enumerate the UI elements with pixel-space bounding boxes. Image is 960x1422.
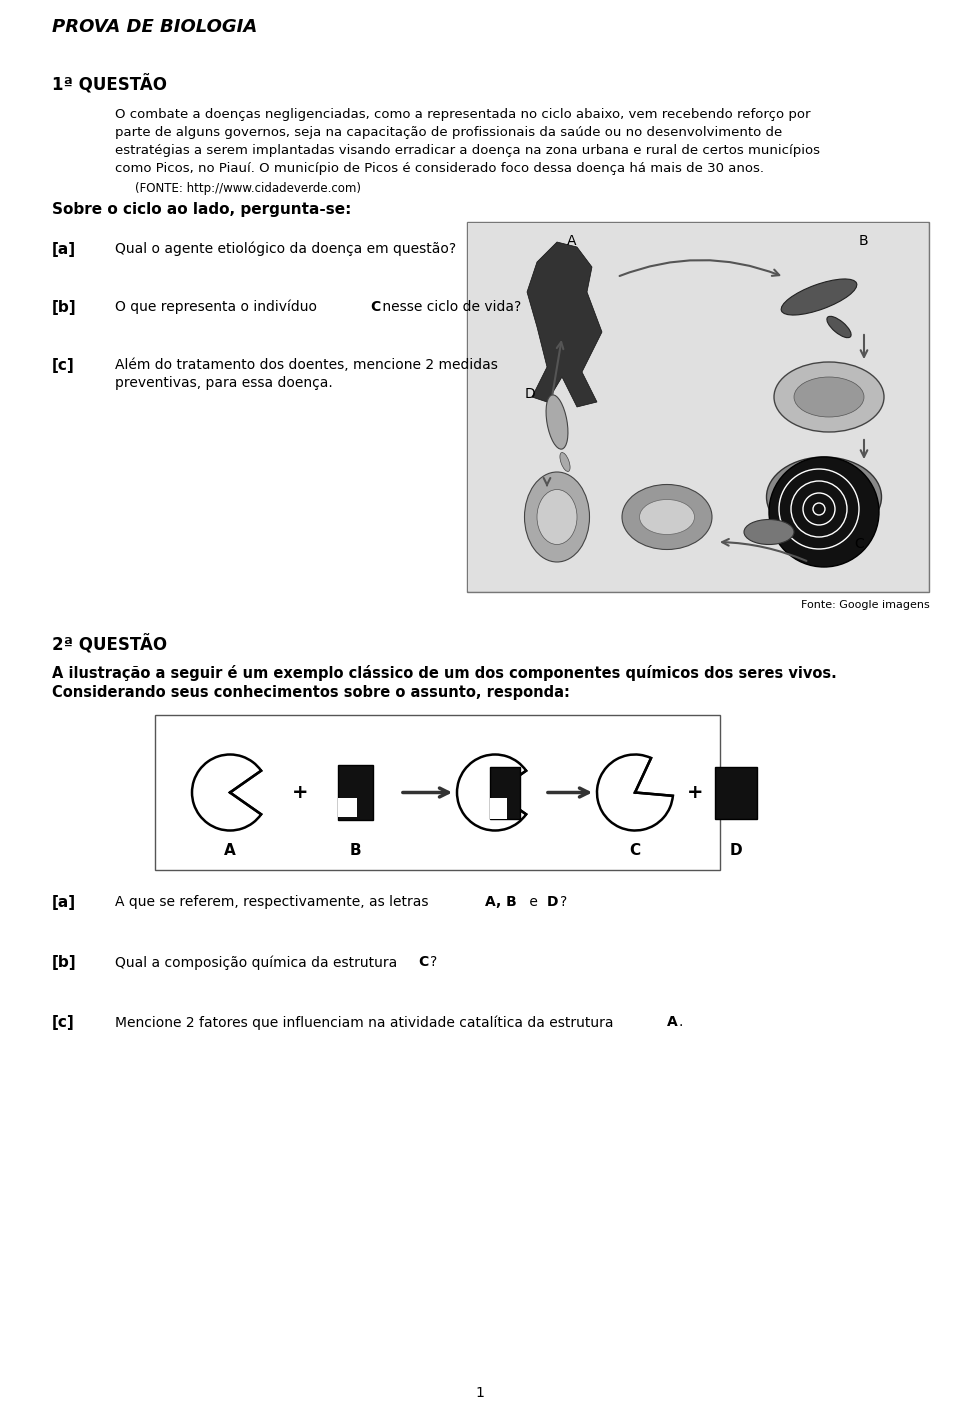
Bar	[490, 798, 507, 819]
Text: [b]: [b]	[52, 956, 77, 970]
Text: 2ª QUESTÃO: 2ª QUESTÃO	[52, 636, 167, 654]
Text: C: C	[630, 843, 640, 857]
Text: +: +	[292, 784, 308, 802]
Ellipse shape	[744, 519, 794, 545]
Text: estratégias a serem implantadas visando erradicar a doença na zona urbana e rura: estratégias a serem implantadas visando …	[115, 144, 820, 156]
Ellipse shape	[827, 316, 852, 337]
Bar	[468, 223, 928, 592]
Text: C: C	[370, 300, 380, 314]
Text: Considerando seus conhecimentos sobre o assunto, responda:: Considerando seus conhecimentos sobre o …	[52, 685, 570, 700]
Text: D: D	[547, 894, 559, 909]
Text: D: D	[525, 387, 536, 401]
Text: A: A	[667, 1015, 678, 1030]
Text: nesse ciclo de vida?: nesse ciclo de vida?	[378, 300, 521, 314]
Text: Sobre o ciclo ao lado, pergunta-se:: Sobre o ciclo ao lado, pergunta-se:	[52, 202, 351, 218]
Text: [c]: [c]	[52, 358, 75, 373]
Text: +: +	[686, 784, 704, 802]
Text: Fonte: Google imagens: Fonte: Google imagens	[802, 600, 930, 610]
Text: Mencione 2 fatores que influenciam na atividade catalítica da estrutura: Mencione 2 fatores que influenciam na at…	[115, 1015, 618, 1030]
Text: 1: 1	[475, 1386, 485, 1401]
Text: O combate a doenças negligenciadas, como a representada no ciclo abaixo, vem rec: O combate a doenças negligenciadas, como…	[115, 108, 810, 121]
Bar	[715, 766, 757, 819]
Text: preventivas, para essa doença.: preventivas, para essa doença.	[115, 375, 333, 390]
Text: A que se referem, respectivamente, as letras: A que se referem, respectivamente, as le…	[115, 894, 433, 909]
Text: e: e	[525, 894, 542, 909]
Text: A: A	[567, 235, 577, 247]
Wedge shape	[597, 755, 673, 830]
Ellipse shape	[794, 377, 864, 417]
Ellipse shape	[766, 456, 881, 538]
Text: D: D	[730, 843, 742, 857]
Text: [a]: [a]	[52, 894, 76, 910]
Ellipse shape	[537, 489, 577, 545]
Ellipse shape	[546, 395, 568, 449]
Text: ?: ?	[430, 956, 437, 968]
Bar	[338, 765, 372, 820]
Text: Qual a composição química da estrutura: Qual a composição química da estrutura	[115, 956, 401, 970]
Ellipse shape	[622, 485, 712, 549]
Text: PROVA DE BIOLOGIA: PROVA DE BIOLOGIA	[52, 18, 257, 36]
Wedge shape	[192, 755, 261, 830]
Ellipse shape	[774, 363, 884, 432]
Text: [c]: [c]	[52, 1015, 75, 1030]
Bar	[155, 715, 720, 870]
Ellipse shape	[560, 452, 570, 472]
Text: A: A	[224, 843, 236, 857]
Text: parte de alguns governos, seja na capacitação de profissionais da saúde ou no de: parte de alguns governos, seja na capaci…	[115, 127, 782, 139]
Text: como Picos, no Piauí. O município de Picos é considerado foco dessa doença há ma: como Picos, no Piauí. O município de Pic…	[115, 162, 764, 175]
Text: Além do tratamento dos doentes, mencione 2 medidas: Além do tratamento dos doentes, mencione…	[115, 358, 498, 373]
Bar	[490, 766, 520, 819]
Circle shape	[769, 456, 879, 567]
Text: C: C	[418, 956, 428, 968]
Text: B: B	[859, 235, 869, 247]
Text: A ilustração a seguir é um exemplo clássico de um dos componentes químicos dos s: A ilustração a seguir é um exemplo cláss…	[52, 665, 837, 681]
Text: C: C	[854, 538, 864, 550]
Ellipse shape	[639, 499, 694, 535]
Text: .: .	[678, 1015, 683, 1030]
Text: ?: ?	[560, 894, 567, 909]
Ellipse shape	[524, 472, 589, 562]
Text: A, B: A, B	[485, 894, 516, 909]
Ellipse shape	[781, 279, 857, 316]
Wedge shape	[457, 755, 526, 830]
Text: [a]: [a]	[52, 242, 76, 257]
Text: O que representa o indivíduo: O que representa o indivíduo	[115, 300, 322, 314]
Text: (FONTE: http://www.cidadeverde.com): (FONTE: http://www.cidadeverde.com)	[135, 182, 361, 195]
Polygon shape	[527, 242, 602, 407]
Text: [b]: [b]	[52, 300, 77, 316]
Text: Qual o agente etiológico da doença em questão?: Qual o agente etiológico da doença em qu…	[115, 242, 456, 256]
Text: 1ª QUESTÃO: 1ª QUESTÃO	[52, 75, 167, 94]
Ellipse shape	[786, 475, 861, 519]
Bar	[467, 222, 929, 592]
Bar	[338, 798, 357, 816]
Text: B: B	[349, 843, 361, 857]
